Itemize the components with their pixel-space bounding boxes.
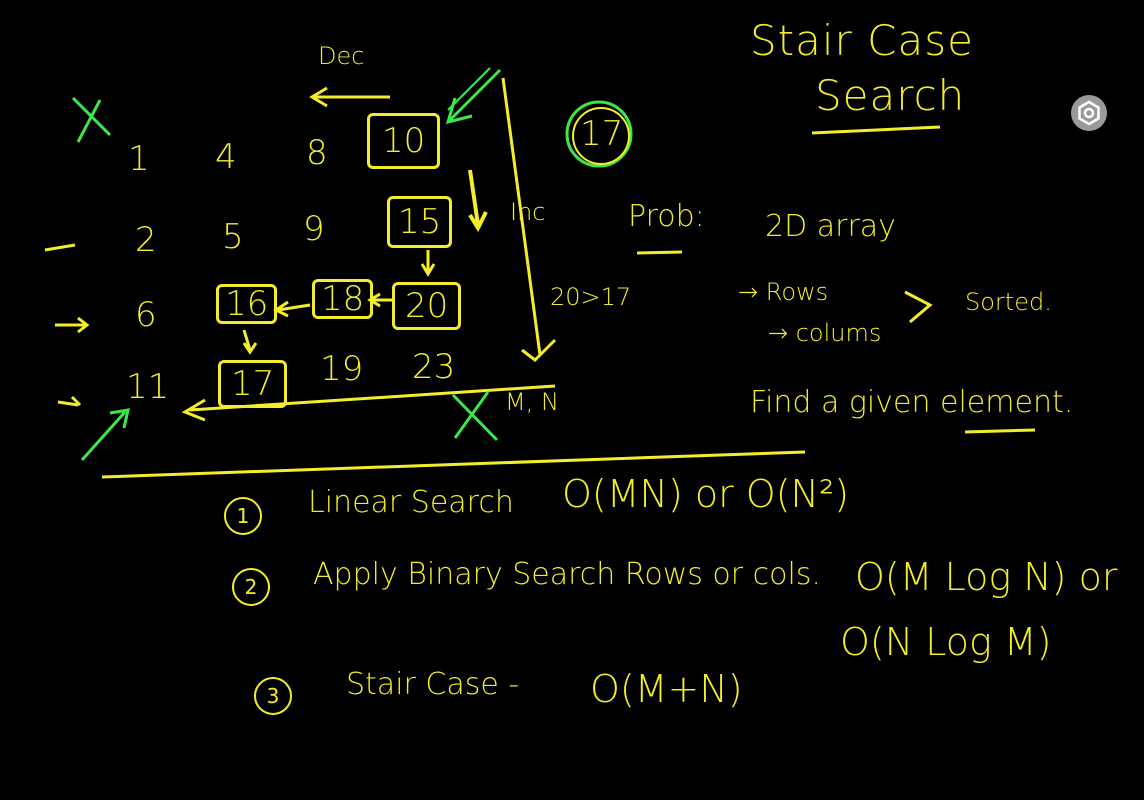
matrix-cell-r3c1: 6 xyxy=(135,295,157,335)
green-arrow-10b xyxy=(447,67,491,111)
approach-2-number: 2 xyxy=(232,568,270,606)
matrix-cell-r1c1: 1 xyxy=(128,139,150,179)
matrix-cell-r2c1: 2 xyxy=(135,220,157,260)
path-arrow-20-18 xyxy=(367,292,392,308)
green-arrow-11 xyxy=(80,408,130,462)
settings-icon xyxy=(1078,100,1100,126)
matrix-cell-r4c2: 17 xyxy=(218,360,288,408)
title-line1: Stair Case xyxy=(750,16,974,65)
target-value: 17 xyxy=(580,114,624,154)
prob-find: Find a given element. xyxy=(750,385,1074,420)
prob-label: Prob: xyxy=(628,199,705,234)
matrix-cell-r1c2: 4 xyxy=(215,137,237,177)
matrix-cell-r1c3: 8 xyxy=(306,133,328,173)
path-arrow-16-17 xyxy=(242,329,258,355)
mn-label: M, N xyxy=(505,388,559,416)
divider xyxy=(101,450,806,479)
path-arrow-18-16 xyxy=(273,300,311,318)
matrix-cell-r4c1: 11 xyxy=(126,367,170,407)
prob-desc: 2D array xyxy=(765,209,896,244)
path-arrow-10-15 xyxy=(468,169,488,233)
inc-label: Inc xyxy=(510,198,546,226)
approach-1-text: Linear Search xyxy=(308,485,514,520)
matrix-cell-r1c4: 10 xyxy=(367,113,441,169)
matrix-cell-r4c4: 23 xyxy=(412,347,456,387)
settings-button[interactable] xyxy=(1071,95,1107,131)
approach-3-complexity: O(M+N) xyxy=(590,667,743,711)
title-line2: Search xyxy=(815,71,966,120)
approach-2-complexity: O(M Log N) or xyxy=(855,555,1118,599)
path-arrow-15-20 xyxy=(420,250,436,277)
inc-arrow xyxy=(501,77,557,362)
matrix-cell-r2c3: 9 xyxy=(303,209,325,249)
matrix-cell-r3c3: 18 xyxy=(312,279,374,319)
prob-underline xyxy=(636,250,683,255)
approach-1-complexity: O(MN) or O(N²) xyxy=(562,472,850,516)
matrix-cell-r4c3: 19 xyxy=(320,349,364,389)
row-marker-4 xyxy=(57,395,82,407)
approach-2-complexity-alt: O(N Log M) xyxy=(840,620,1052,664)
element-underline xyxy=(964,428,1036,434)
prob-columns: → colums xyxy=(768,319,882,347)
row-marker-2 xyxy=(44,243,76,252)
matrix-cell-r2c2: 5 xyxy=(222,217,244,257)
row-marker-3 xyxy=(55,316,90,334)
title-underline xyxy=(811,125,941,135)
matrix-cell-r2c4: 15 xyxy=(387,196,453,248)
target-circle xyxy=(565,100,633,168)
green-x-top xyxy=(71,96,112,143)
approach-2-text: Apply Binary Search Rows or cols. xyxy=(313,557,821,592)
dec-label: Dec xyxy=(318,42,365,70)
sorted-brace xyxy=(904,290,933,324)
compare-note: 20>17 xyxy=(550,283,632,311)
green-x-bottom xyxy=(451,391,499,442)
prob-rows: → Rows xyxy=(738,278,829,306)
approach-3-number: 3 xyxy=(254,677,292,715)
approach-1-number: 1 xyxy=(224,497,262,535)
matrix-cell-r3c2: 16 xyxy=(216,284,278,324)
approach-3-text: Stair Case - xyxy=(346,667,520,702)
dec-arrow xyxy=(309,86,390,108)
prob-sorted: Sorted. xyxy=(965,288,1052,316)
matrix-cell-r3c4: 20 xyxy=(392,282,462,330)
green-arrow-10 xyxy=(445,68,502,125)
